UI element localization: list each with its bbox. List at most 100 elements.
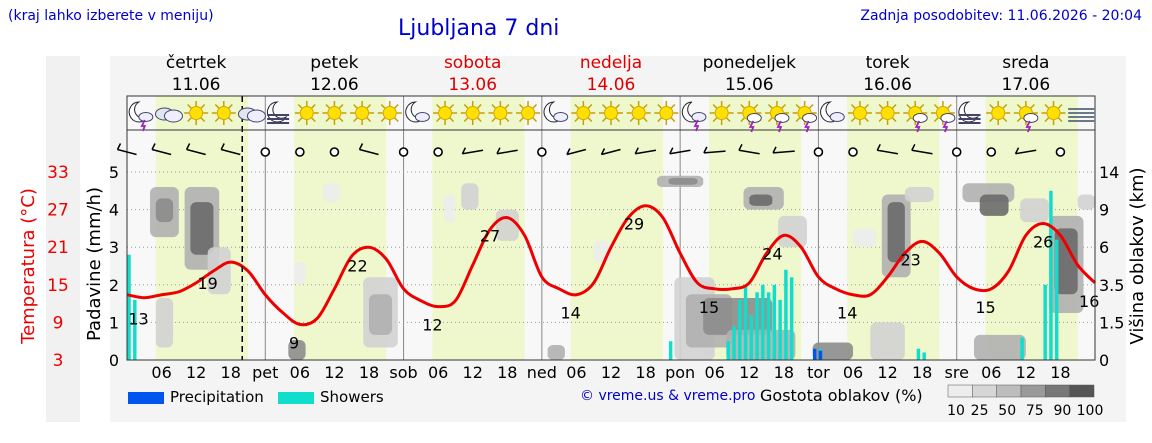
- cloud-layer: [1077, 194, 1095, 210]
- hour-tick-label: 18: [359, 363, 379, 382]
- sun-disc: [631, 106, 646, 120]
- sun-icon: [709, 101, 734, 125]
- sun-ray: [394, 103, 399, 109]
- moon-fog-icon: [958, 101, 981, 124]
- sun-ray: [477, 117, 482, 123]
- lightning-bolt: [914, 120, 921, 133]
- moon-cloud-lightning-icon: [681, 101, 707, 132]
- wind-calm-marker: [951, 147, 962, 157]
- temperature-tick-label: 9: [53, 313, 64, 333]
- cloud-shape: [246, 109, 266, 123]
- sun-disc: [465, 106, 480, 120]
- sun-icon: [516, 101, 541, 125]
- sun-disc: [382, 106, 397, 120]
- sun-ray: [850, 117, 856, 123]
- legend-precipitation-label: Precipitation: [170, 388, 264, 406]
- sun-ray: [436, 117, 441, 123]
- day-date: 11.06: [172, 75, 221, 95]
- sun-disc: [880, 106, 895, 120]
- sun-ray: [1044, 117, 1050, 123]
- sun-disc: [659, 106, 674, 120]
- cloud-density-tick: 25: [971, 403, 989, 419]
- cloud-height-tick-label: 0: [1099, 351, 1109, 370]
- wind-calm-marker: [329, 147, 340, 157]
- day-name: četrtek: [166, 53, 227, 73]
- moon-cloud-rain-icon: [820, 101, 845, 123]
- wind-barb: [220, 148, 241, 156]
- wind-barb-flag: [669, 147, 674, 155]
- shower-bar: [1049, 190, 1053, 360]
- precipitation-bar: [818, 350, 823, 360]
- sun-ray: [850, 103, 856, 109]
- sun-storm-icon: [764, 101, 790, 133]
- wind-barb: [496, 149, 518, 155]
- cloud-layer: [853, 228, 877, 248]
- temperature-tick-label: 3: [53, 351, 64, 371]
- sun-ray: [781, 103, 786, 109]
- hour-tick-label: 06: [705, 363, 725, 382]
- cloud-density-tick: 10: [947, 403, 965, 419]
- sun-disc: [852, 106, 867, 120]
- legend-precipitation-swatch: [128, 391, 164, 404]
- sun-disc: [493, 106, 508, 120]
- hour-tick-label: 12: [877, 363, 897, 382]
- hour-tick-label: 06: [428, 363, 448, 382]
- cloud-shape: [1023, 113, 1039, 123]
- sun-ray: [338, 103, 344, 109]
- shower-bar: [738, 299, 742, 360]
- cloud-layer: [904, 187, 934, 203]
- sun-ray: [1016, 103, 1022, 109]
- wind-barb-flag: [876, 143, 881, 151]
- shower-bar: [778, 299, 782, 360]
- shower-bar: [789, 277, 794, 360]
- sun-ray: [380, 103, 386, 109]
- cloud-shape: [163, 109, 183, 123]
- wind-calm-marker: [398, 147, 409, 157]
- cloud-shape: [940, 113, 956, 123]
- legend-precipitation: Precipitation: [128, 388, 264, 406]
- lightning-bolt: [693, 119, 700, 132]
- lightning-bolt: [1025, 120, 1032, 133]
- wind-calm-marker: [813, 147, 824, 157]
- sun-disc: [991, 106, 1006, 120]
- cloud-density-tick: 100: [1077, 403, 1104, 419]
- sun-ray: [601, 117, 607, 123]
- wind-calm-marker: [433, 147, 443, 157]
- day-axis-label: pet: [252, 363, 278, 382]
- temperature-tick-label: 33: [47, 163, 69, 183]
- cloud-layer: [887, 202, 905, 263]
- sun-ray: [1030, 103, 1035, 109]
- sun-ray: [574, 103, 579, 109]
- wind-barb: [911, 149, 933, 155]
- temperature-line: [126, 204, 1097, 327]
- wind-calm-marker: [986, 147, 997, 157]
- cloud-height-tick-label: 3.5: [1099, 276, 1124, 295]
- wind-barb: [877, 149, 899, 155]
- day-name: nedelja: [580, 53, 642, 73]
- sun-icon: [986, 101, 1011, 125]
- shower-bar: [668, 341, 673, 360]
- moon-fog-icon: [266, 101, 290, 124]
- sun-ray: [670, 117, 676, 123]
- wind-barb: [462, 149, 484, 155]
- wind-barb-flag: [600, 148, 606, 155]
- day-axis-label: tor: [807, 363, 830, 382]
- sun-ray: [712, 103, 718, 109]
- temperature-tick-label: 21: [47, 238, 69, 258]
- wind-barb: [566, 148, 587, 156]
- wind-barb-flag: [151, 143, 156, 150]
- wind-barb-flag: [738, 143, 743, 151]
- sun-disc: [355, 106, 370, 120]
- sun-icon: [294, 101, 319, 125]
- temperature-tick-label: 27: [47, 201, 69, 221]
- cloud-layer: [749, 194, 773, 206]
- hour-tick-label: 12: [463, 363, 483, 382]
- cloud-density-tick: 50: [998, 403, 1016, 419]
- hour-tick-label: 12: [1016, 363, 1036, 382]
- day-name: sobota: [444, 53, 502, 73]
- wind-barb-flag: [634, 147, 639, 155]
- credit-link[interactable]: © vreme.us & vreme.pro: [580, 388, 756, 404]
- sun-ray: [463, 117, 469, 123]
- shower-bar: [916, 348, 921, 360]
- sun-ray: [353, 117, 358, 123]
